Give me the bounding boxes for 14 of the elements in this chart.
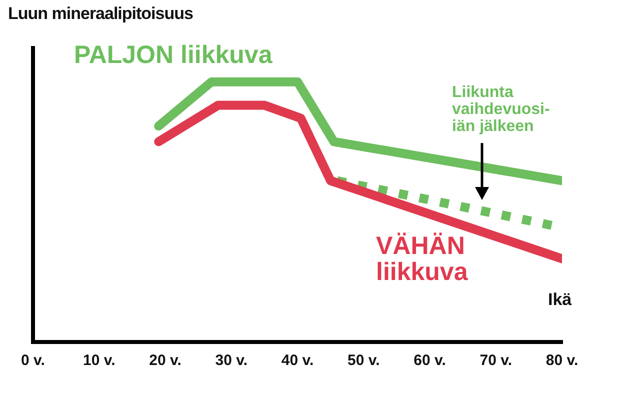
x-tick-label: 60 v. [414, 352, 446, 370]
x-tick-label: 80 v. [546, 352, 578, 370]
x-tick-label: 0 v. [21, 352, 45, 370]
x-tick-label: 20 v. [149, 352, 182, 370]
x-tick-label: 10 v. [83, 352, 116, 370]
x-tick-label: 50 v. [348, 352, 380, 370]
series-label: PALJON liikkuva [74, 41, 274, 69]
y-axis-title: Luun mineraalipitoisuus [8, 4, 193, 24]
x-tick-label: 30 v. [215, 352, 248, 370]
text: Liikunta vaihdevuosi-iän jälkeen [452, 84, 551, 136]
x-axis-title: Ikä [548, 290, 572, 310]
series-label: VÄHÄN liikkuva [376, 232, 469, 286]
x-tick-label: 70 v. [480, 352, 512, 370]
x-tick-label: 40 v. [281, 352, 314, 370]
